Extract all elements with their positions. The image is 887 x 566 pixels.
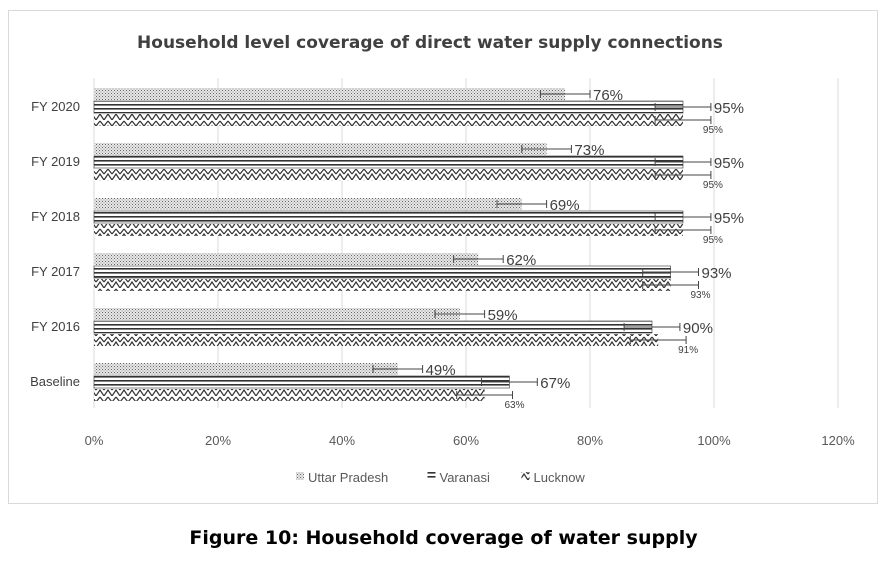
- bar-uttar-pradesh: [94, 308, 460, 320]
- bar-lucknow: [94, 224, 683, 236]
- bar-uttar-pradesh: [94, 143, 547, 155]
- legend-swatch: [296, 472, 304, 480]
- bar-varanasi: [93, 210, 684, 224]
- bar-varanasi: [93, 155, 684, 169]
- bar-uttar-pradesh: [94, 363, 398, 375]
- legend-label: Varanasi: [440, 470, 490, 485]
- chart-container: [8, 10, 878, 504]
- bar-varanasi: [93, 265, 671, 279]
- data-label: 59%: [488, 307, 518, 324]
- data-label: 95%: [714, 155, 744, 172]
- bar-lucknow: [94, 334, 659, 346]
- bar-lucknow: [94, 114, 683, 126]
- bar-uttar-pradesh: [94, 198, 522, 210]
- figure-caption: Figure 10: Household coverage of water s…: [189, 527, 698, 549]
- data-label: 69%: [550, 197, 580, 214]
- data-label: 95%: [714, 100, 744, 117]
- data-label: 49%: [426, 362, 456, 379]
- category-label: Baseline: [30, 374, 80, 389]
- x-tick-label: 100%: [697, 433, 731, 448]
- x-tick-label: 40%: [329, 433, 355, 448]
- category-label: FY 2018: [31, 209, 80, 224]
- x-tick-label: 20%: [205, 433, 231, 448]
- bar-uttar-pradesh: [94, 253, 479, 265]
- chart-title: Household level coverage of direct water…: [137, 33, 723, 53]
- category-label: FY 2017: [31, 264, 80, 279]
- x-tick-label: 80%: [577, 433, 603, 448]
- x-tick-label: 120%: [821, 433, 855, 448]
- data-label: 95%: [703, 180, 723, 191]
- bar-varanasi: [93, 320, 653, 334]
- data-label: 67%: [540, 375, 570, 392]
- data-label: 95%: [714, 210, 744, 227]
- data-label: 76%: [593, 87, 623, 104]
- x-tick-label: 0%: [85, 433, 104, 448]
- data-label: 95%: [703, 235, 723, 246]
- category-label: FY 2020: [31, 99, 80, 114]
- bar-lucknow: [94, 169, 683, 181]
- data-label: 73%: [574, 142, 604, 159]
- bar-chart: Household level coverage of direct water…: [30, 33, 855, 485]
- bar-uttar-pradesh: [94, 88, 566, 100]
- data-label: 93%: [691, 290, 711, 301]
- bar-varanasi: [93, 100, 684, 114]
- data-label: 93%: [702, 265, 732, 282]
- x-tick-label: 60%: [453, 433, 479, 448]
- legend-swatch: [427, 472, 436, 480]
- category-label: FY 2016: [31, 319, 80, 334]
- bar-lucknow: [94, 389, 485, 401]
- data-label: 90%: [683, 320, 713, 337]
- data-label: 62%: [506, 252, 536, 269]
- data-label: 95%: [703, 125, 723, 136]
- category-label: FY 2019: [31, 154, 80, 169]
- legend-swatch: [521, 472, 530, 480]
- data-label: 91%: [678, 345, 698, 356]
- bar-lucknow: [94, 279, 671, 291]
- legend-label: Lucknow: [534, 470, 586, 485]
- data-label: 63%: [505, 400, 525, 411]
- legend-label: Uttar Pradesh: [308, 470, 388, 485]
- bar-varanasi: [93, 375, 510, 389]
